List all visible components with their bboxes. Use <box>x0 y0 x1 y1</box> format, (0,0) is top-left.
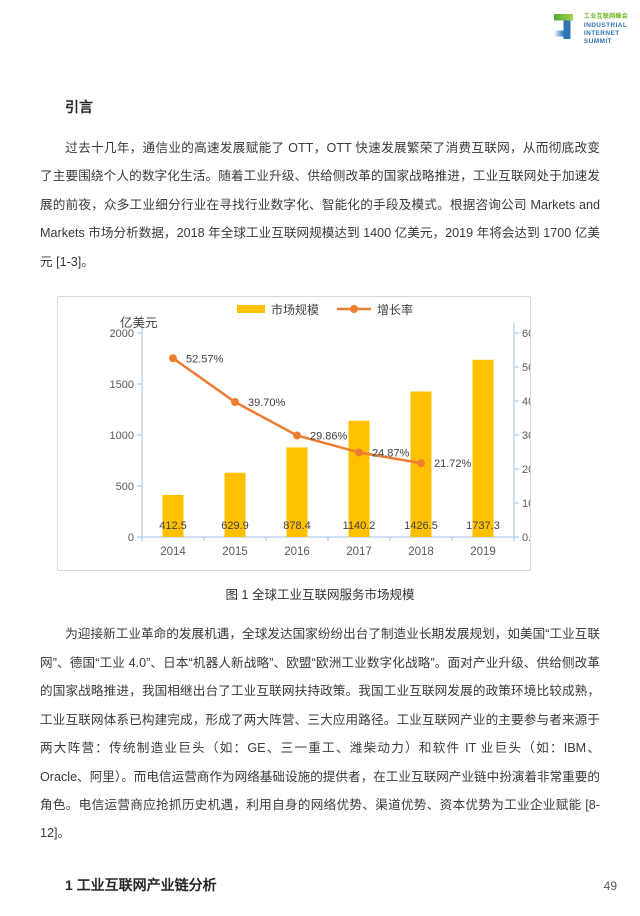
bar-2015 <box>224 473 246 538</box>
industrial-internet-summit-logo-icon <box>553 14 573 39</box>
market-size-chart: 0 500 1000 1500 2000 0.00% 10.00% 20.00% 30.00% 4… <box>57 296 560 572</box>
right-axis-tick-label: 10.00% <box>522 498 530 510</box>
x-axis-category-label: 2016 <box>284 546 310 558</box>
logo-title-en-line1: INDUSTRIAL <box>583 21 628 29</box>
legend-bar-swatch <box>237 305 265 314</box>
growth-rate-point <box>355 448 363 457</box>
industry-chain-paragraph: 工业互联网的产业链主要包括四个层次：终端、网络、平台和应用，如表 1 所示。工业… <box>40 912 600 916</box>
legend-line-marker <box>350 305 358 314</box>
legend-line-label: 增长率 <box>377 302 413 317</box>
growth-rate-label: 24.87% <box>372 448 410 460</box>
page-number: 49 <box>603 879 617 893</box>
header-logo: 工业互联网峰会 INDUSTRIAL INTERNET SUMMIT <box>553 13 628 46</box>
figure-caption: 图 1 全球工业互联网服务市场规模 <box>225 588 415 603</box>
right-axis-tick-label: 50.00% <box>522 362 530 374</box>
right-axis-tick-label: 0.00% <box>522 532 530 544</box>
logo-title-cn: 工业互联网峰会 <box>583 14 628 20</box>
growth-rate-label: 21.72% <box>434 458 472 470</box>
bar-2019 <box>472 360 494 538</box>
logo-text: 工业互联网峰会 INDUSTRIAL INTERNET SUMMIT <box>584 13 628 46</box>
growth-rate-point <box>417 459 425 468</box>
bar-value-label: 878.4 <box>283 520 311 532</box>
left-axis-tick-label: 1000 <box>110 430 134 442</box>
logo-title-en-line3: SUMMIT <box>583 37 612 45</box>
x-axis-category-label: 2015 <box>222 546 248 558</box>
left-axis-tick-label: 0 <box>128 532 134 544</box>
growth-rate-label: 52.57% <box>186 354 224 366</box>
bar-value-label: 1426.5 <box>404 520 438 532</box>
industry-policy-paragraph: 为迎接新工业革命的发展机遇，全球发达国家纷纷出台了制造业长期发展规划，如美国“工… <box>40 627 600 841</box>
x-axis-category-label: 2014 <box>160 546 186 558</box>
growth-rate-point <box>169 354 177 363</box>
bar-2014 <box>162 495 184 538</box>
growth-rate-label: 29.86% <box>310 431 348 443</box>
x-axis-category-label: 2017 <box>346 546 372 558</box>
left-axis-tick-label: 2000 <box>110 328 134 340</box>
x-axis-category-label: 2018 <box>408 546 434 558</box>
logo-title-en-line2: INTERNET <box>583 29 620 37</box>
x-axis-category-label: 2019 <box>470 546 496 558</box>
bar-value-label: 1737.3 <box>466 520 500 532</box>
left-axis-tick-label: 1500 <box>110 379 134 391</box>
growth-rate-label: 39.70% <box>248 397 286 409</box>
section1-heading: 1 工业互联网产业链分析 <box>65 876 217 893</box>
bar-value-label: 1140.2 <box>343 520 376 532</box>
left-axis-title: 亿美元 <box>120 315 158 330</box>
growth-rate-point <box>293 431 301 440</box>
bar-value-label: 412.5 <box>159 520 187 532</box>
intro-paragraph: 过去十几年，通信业的高速发展赋能了 OTT，OTT 快速发展繁荣了消费互联网，从… <box>40 141 600 269</box>
bar-value-label: 629.9 <box>221 520 249 532</box>
growth-rate-point <box>231 398 239 407</box>
market-size-chart-svg: 0 500 1000 1500 2000 0.00% 10.00% 20.00% 30.00% 4… <box>110 302 560 558</box>
market-size-figure: 0 500 1000 1500 2000 0.00% 10.00% 20.00% 30.00% 4… <box>40 296 600 603</box>
legend-bar-label: 市场规模 <box>271 302 319 317</box>
right-axis-tick-label: 40.00% <box>522 396 530 408</box>
bar-2016 <box>286 447 308 538</box>
right-axis-tick-label: 60.00% <box>522 328 530 340</box>
right-axis-tick-label: 20.00% <box>522 464 530 476</box>
right-axis-tick-label: 30.00% <box>522 430 530 442</box>
left-axis-tick-label: 500 <box>116 481 134 493</box>
intro-heading: 引言 <box>65 99 93 115</box>
